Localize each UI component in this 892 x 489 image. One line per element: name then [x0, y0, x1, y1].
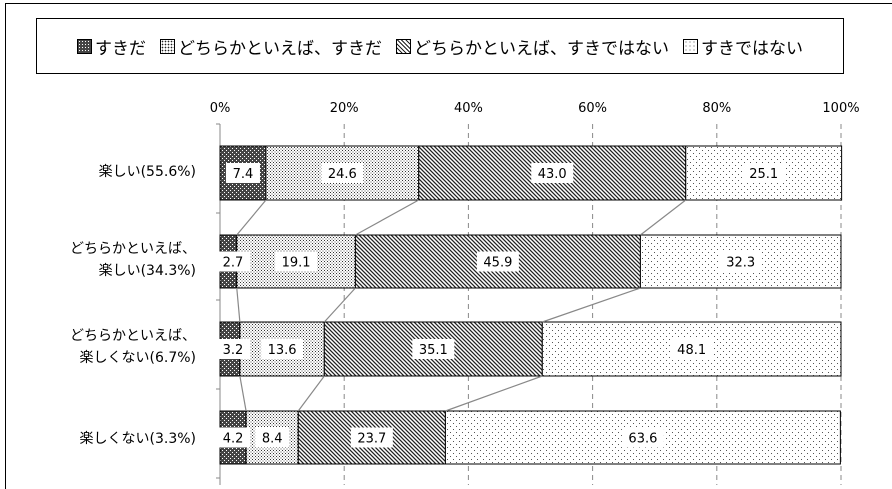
series-line: [542, 287, 641, 323]
data-label-box: [275, 251, 318, 272]
legend-swatch: [683, 38, 698, 54]
legend-item: どちらかといえば、すきだ: [160, 34, 382, 59]
data-label-box: [476, 251, 519, 272]
series-line: [640, 199, 687, 236]
legend-item: すきではない: [683, 34, 803, 59]
data-label: 19.1: [282, 256, 311, 271]
legend-label: どちらかといえば、すきではない: [414, 38, 669, 59]
category-label: 楽しい(34.3%): [99, 263, 196, 279]
series-line: [236, 287, 241, 323]
data-label: 24.6: [328, 167, 357, 182]
data-label: 2.7: [223, 256, 244, 271]
x-tick-label: 60%: [578, 101, 607, 116]
x-tick-label: 0%: [210, 101, 231, 116]
data-label: 3.2: [223, 343, 244, 358]
data-label-box: [742, 163, 785, 183]
category-label: 楽しくない(6.7%): [80, 350, 197, 366]
data-label: 8.4: [262, 432, 283, 447]
data-label: 32.3: [726, 256, 755, 271]
legend-swatch: [77, 38, 92, 54]
series-line: [239, 375, 247, 412]
data-label-box: [216, 339, 250, 359]
data-label-box: [321, 163, 364, 183]
data-label-box: [350, 427, 393, 448]
data-label-box: [261, 339, 304, 359]
series-line: [445, 375, 543, 412]
data-label-box: [255, 427, 290, 448]
data-label: 48.1: [677, 343, 706, 358]
category-label: どちらかといえば、: [70, 328, 196, 344]
data-label-box: [412, 339, 455, 359]
x-tick-label: 20%: [330, 101, 359, 116]
category-label: どちらかといえば、: [70, 241, 196, 257]
data-label: 13.6: [268, 343, 297, 358]
data-label: 45.9: [483, 256, 512, 271]
data-label: 25.1: [749, 167, 778, 182]
series-line: [355, 199, 420, 236]
legend-swatch: [396, 38, 411, 54]
data-label-box: [225, 163, 260, 183]
x-tick-label: 40%: [454, 101, 483, 116]
series-line: [236, 199, 267, 236]
legend-label: すきではない: [701, 38, 803, 59]
x-tick-label: 100%: [822, 101, 859, 116]
category-label: 楽しくない(3.3%): [80, 431, 197, 447]
data-label-box: [719, 251, 762, 272]
data-label-box: [670, 339, 713, 359]
data-label: 23.7: [357, 432, 386, 447]
data-label: 43.0: [538, 167, 567, 182]
legend-label: すきだ: [95, 38, 146, 59]
x-tick-label: 80%: [702, 101, 731, 116]
data-label-box: [531, 163, 574, 183]
legend: すきだ どちらかといえば、すきだ どちらかといえば、すきではない すきではない: [36, 18, 844, 74]
series-line: [297, 375, 325, 412]
data-label: 7.4: [233, 167, 254, 182]
data-label-box: [216, 251, 250, 272]
legend-swatch: [160, 38, 175, 54]
data-label-box: [621, 427, 664, 448]
series-line: [323, 287, 356, 323]
legend-label: どちらかといえば、すきだ: [178, 38, 382, 59]
data-label: 4.2: [223, 432, 244, 447]
legend-item: すきだ: [77, 34, 146, 59]
legend-item: どちらかといえば、すきではない: [396, 34, 669, 59]
data-label: 63.6: [628, 432, 657, 447]
data-label: 35.1: [419, 343, 448, 358]
data-label-box: [216, 427, 251, 448]
category-label: 楽しい(55.6%): [99, 164, 196, 180]
